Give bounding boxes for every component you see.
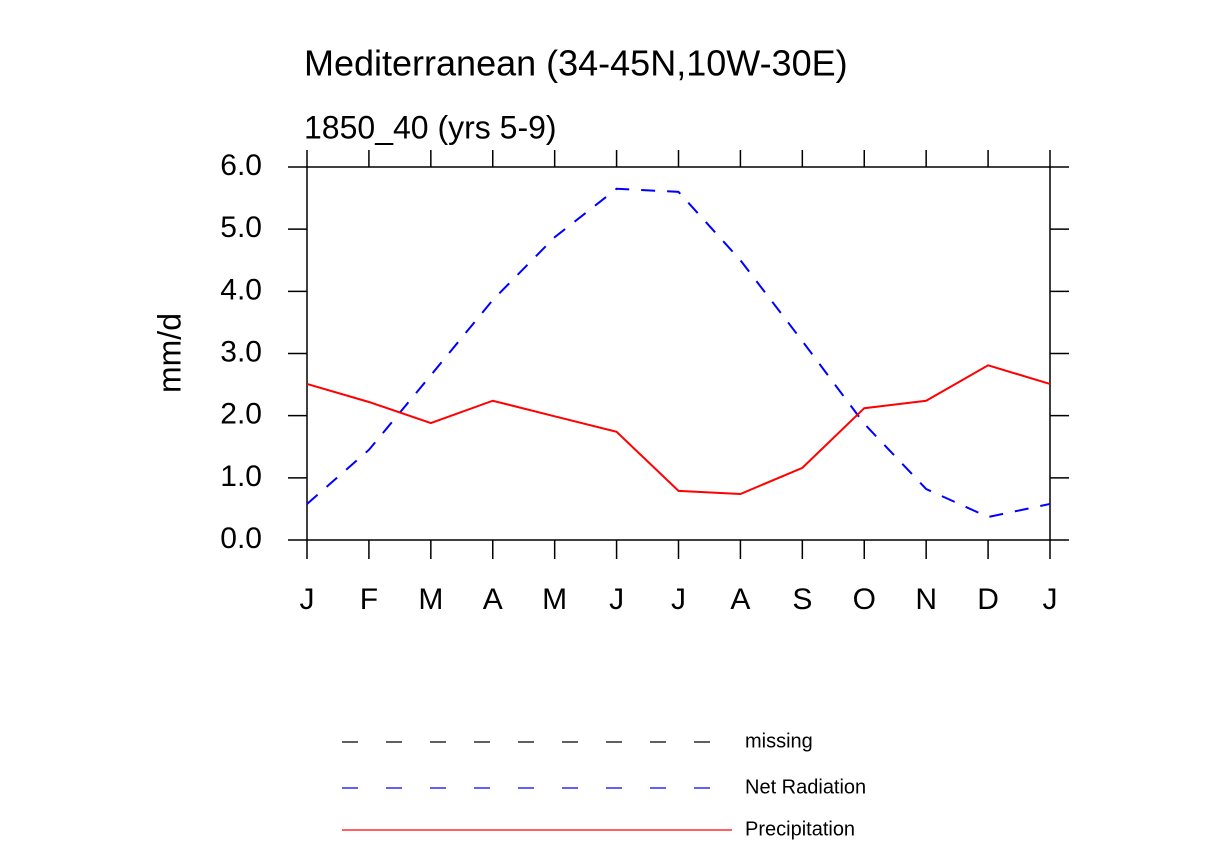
x-tick-label: F bbox=[360, 583, 378, 616]
x-tick-label: M bbox=[418, 583, 443, 616]
x-tick-label: J bbox=[609, 583, 624, 616]
x-tick-label: O bbox=[853, 583, 876, 616]
x-tick-label: S bbox=[792, 583, 812, 616]
plot-frame bbox=[306, 166, 1051, 541]
y-tick-label: 6.0 bbox=[220, 149, 262, 182]
x-tick-label: J bbox=[1043, 583, 1058, 616]
x-tick-label: N bbox=[915, 583, 937, 616]
y-tick-label: 1.0 bbox=[220, 460, 262, 493]
y-tick-label: 5.0 bbox=[220, 211, 262, 244]
y-tick-label: 0.0 bbox=[220, 522, 262, 555]
y-tick-label: 4.0 bbox=[220, 273, 262, 306]
y-axis-label: mm/d bbox=[151, 313, 187, 393]
x-tick-label: D bbox=[977, 583, 999, 616]
chart-title: Mediterranean (34-45N,10W-30E) bbox=[304, 43, 848, 84]
y-tick-label: 3.0 bbox=[220, 335, 262, 368]
chart-subtitle: 1850_40 (yrs 5-9) bbox=[304, 109, 557, 145]
x-tick-label: A bbox=[483, 583, 503, 616]
legend-label: missing bbox=[745, 730, 813, 752]
legend-label: Net Radiation bbox=[745, 776, 866, 798]
legend-label: Precipitation bbox=[745, 818, 855, 840]
y-tick-label: 2.0 bbox=[220, 398, 262, 431]
series-line bbox=[306, 187, 1051, 519]
series-line bbox=[306, 364, 1051, 496]
x-tick-label: M bbox=[542, 583, 567, 616]
x-tick-label: J bbox=[300, 583, 315, 616]
x-tick-label: J bbox=[671, 583, 686, 616]
x-tick-label: A bbox=[730, 583, 750, 616]
